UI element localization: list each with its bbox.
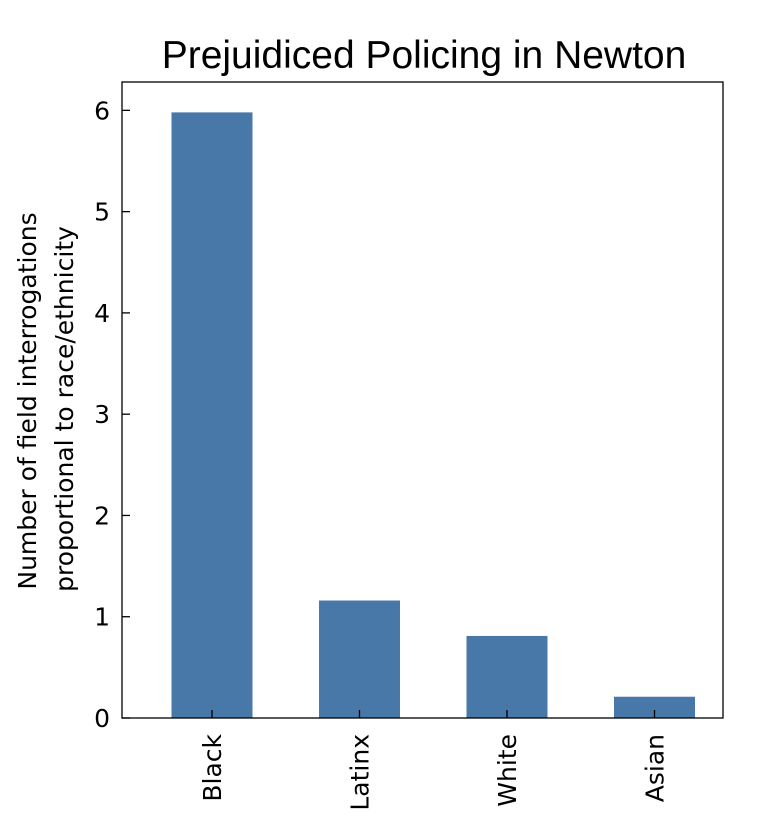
y-axis-label: Number of field interrogations proportio… bbox=[13, 212, 79, 592]
y-tick-label: 6 bbox=[94, 96, 110, 125]
bar-latinx bbox=[319, 600, 400, 718]
bars-layer bbox=[171, 112, 695, 719]
x-tick-label-latinx: Latinx bbox=[346, 734, 375, 811]
chart-title: Prejuidiced Policing in Newton bbox=[162, 34, 687, 77]
y-axis-label-line-1: Number of field interrogations bbox=[13, 212, 42, 589]
y-axis-label-line-2: proportional to race/ethnicity bbox=[50, 226, 79, 592]
bar-black bbox=[171, 112, 253, 719]
x-tick-label-asian: Asian bbox=[641, 734, 670, 802]
x-tick-label-black: Black bbox=[198, 733, 227, 801]
bar-white bbox=[466, 635, 548, 718]
bar-asian bbox=[614, 696, 695, 718]
y-tick-label: 2 bbox=[94, 501, 110, 530]
x-axis: Black Latinx White Asian bbox=[198, 710, 670, 811]
y-tick-label: 0 bbox=[94, 704, 110, 733]
y-tick-label: 4 bbox=[94, 299, 110, 328]
y-tick-label: 3 bbox=[94, 400, 110, 429]
y-tick-label: 1 bbox=[94, 603, 110, 632]
plot-frame bbox=[121, 81, 724, 719]
y-tick-label: 5 bbox=[94, 198, 110, 227]
x-tick-label-white: White bbox=[493, 734, 522, 807]
y-axis: 0 1 2 3 4 5 6 bbox=[94, 96, 130, 733]
